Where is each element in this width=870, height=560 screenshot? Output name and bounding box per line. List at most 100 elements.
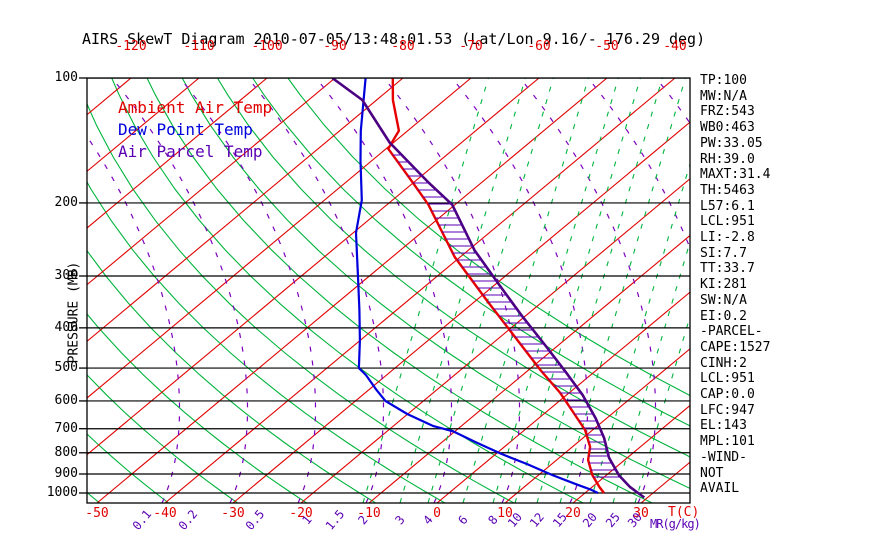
stat-line: NOT — [700, 465, 724, 481]
stats-panel: TP:100 MW:N/A FRZ:543 WB0:463 PW:33.05 RH:39.… — [700, 73, 770, 497]
x-axis-unit-label: T(C) — [668, 505, 700, 520]
mixing-ratio-line — [462, 78, 589, 503]
grid-and-curves — [0, 78, 870, 503]
stat-line: AVAIL — [700, 481, 740, 497]
isotherm-line — [87, 78, 268, 229]
dry-adiabat-line — [87, 102, 515, 503]
isotherm-line — [96, 78, 608, 503]
stat-line: TP:100 — [700, 73, 747, 88]
pressure-tick-label: 900 — [54, 466, 78, 481]
mixing-ratio-line — [536, 78, 663, 503]
stat-line: CAP:0.0 — [700, 387, 755, 403]
top-temp-tick-label: -40 — [663, 39, 687, 54]
isotherm-line — [504, 348, 690, 503]
isotherm-line — [87, 78, 404, 343]
stat-line: LCL:951 — [700, 371, 755, 387]
stat-line: RH:39.0 — [700, 151, 755, 167]
mixing-ratio-line — [362, 78, 489, 503]
legend-ambient-air-temp: Ambient Air Temp — [118, 98, 273, 117]
stat-line: MPL:101 — [700, 434, 755, 450]
top-temp-tick-label: -70 — [459, 39, 483, 54]
pressure-tick-label: 1000 — [46, 485, 78, 500]
dry-adiabat-line — [87, 249, 377, 503]
stat-line: MAXT:31.4 — [700, 167, 771, 183]
top-temp-tick-label: -120 — [115, 39, 147, 54]
chart-title: AIRS SkewT Diagram 2010-07-05/13:48:01.5… — [82, 30, 706, 48]
top-temp-tick-label: -60 — [527, 39, 551, 54]
curve-ambient-air-temp — [387, 78, 605, 494]
isotherm-line — [87, 78, 472, 399]
stat-line: TT:33.7 — [700, 261, 755, 277]
dry-adiabat-line — [111, 78, 584, 503]
stat-line: KI:281 — [700, 277, 747, 293]
mixing-ratio-line — [492, 78, 619, 503]
isotherm-line — [0, 78, 63, 503]
top-temp-tick-label: -50 — [595, 39, 619, 54]
isotherm-line — [87, 78, 336, 286]
stat-line: LFC:947 — [700, 402, 755, 418]
legend-air-parcel-temp: Air Parcel Temp — [118, 142, 263, 161]
top-temp-tick-label: -100 — [251, 39, 283, 54]
top-temp-tick-label: -80 — [391, 39, 415, 54]
stat-line: LI:-2.8 — [700, 230, 755, 246]
mixing-ratio-line — [514, 78, 641, 503]
mixing-ratio-line — [427, 78, 554, 503]
isotherm-line — [232, 121, 690, 503]
bottom-temp-tick-label: 20 — [565, 506, 581, 521]
pressure-tick-label: 600 — [54, 392, 78, 408]
stat-line: L57:6.1 — [700, 198, 755, 214]
mixing-ratio-line — [559, 78, 686, 503]
mixing-ratio-line — [612, 240, 690, 503]
bottom-temp-tick-label: 30 — [633, 506, 649, 521]
stat-line: LCL:951 — [700, 214, 755, 230]
dry-adiabat-line — [181, 78, 690, 490]
moist-adiabat-line — [792, 78, 870, 503]
isotherm-line — [87, 78, 132, 116]
dry-adiabat-line — [87, 491, 101, 503]
pressure-tick-label: 700 — [54, 420, 78, 436]
bottom-temp-tick-label: 10 — [497, 506, 513, 521]
isotherm-line — [368, 234, 690, 503]
isotherm-line — [164, 78, 676, 503]
stat-line: -WIND- — [700, 449, 747, 465]
stat-line: SW:N/A — [700, 292, 747, 308]
bottom-temp-tick-label: -10 — [357, 506, 381, 521]
bottom-temp-tick-label: -30 — [221, 506, 245, 521]
stat-line: PW:33.05 — [700, 135, 763, 151]
bottom-temp-tick-label: -50 — [85, 506, 109, 521]
dry-adiabat-line — [146, 78, 654, 503]
stat-line: -PARCEL- — [700, 324, 763, 340]
pressure-tick-label: 500 — [54, 360, 78, 376]
isotherm-line — [572, 404, 690, 503]
mixing-ratio-axis-label: MR(g/kg) — [650, 517, 701, 531]
y-axis-label: PRESSURE (MB) — [66, 261, 82, 364]
dry-adiabat-line — [87, 313, 308, 503]
stat-line: CAPE:1527 — [700, 339, 771, 355]
stat-line: WB0:463 — [700, 120, 755, 136]
dry-adiabat-line — [87, 374, 239, 503]
pressure-tick-label: 200 — [54, 194, 78, 210]
pressure-tick-label: 100 — [54, 70, 78, 85]
top-temp-tick-label: -90 — [323, 39, 347, 54]
dry-adiabat-line — [216, 78, 690, 458]
legend-dew-point-temp: Dew Point Temp — [118, 120, 253, 139]
mixing-ratio-line — [589, 162, 690, 503]
stat-line: EI:0.2 — [700, 308, 747, 324]
stat-line: TH:5463 — [700, 182, 755, 198]
dry-adiabat-line — [87, 433, 170, 503]
stat-line: MW:N/A — [700, 88, 747, 104]
top-temp-tick-label: -110 — [183, 39, 215, 54]
pressure-tick-label: 800 — [54, 444, 78, 460]
pressure-tick-label: 300 — [54, 268, 78, 283]
mixing-ratio-line — [399, 78, 526, 503]
stat-line: SI:7.7 — [700, 245, 747, 261]
isotherm-line — [87, 78, 200, 173]
plot-frame — [86, 77, 691, 504]
isotherm-line — [87, 78, 540, 456]
dry-adiabat-line — [87, 180, 446, 503]
isotherm-line — [436, 291, 690, 503]
stat-line: FRZ:543 — [700, 104, 755, 120]
bottom-temp-tick-label: 0 — [433, 506, 441, 521]
